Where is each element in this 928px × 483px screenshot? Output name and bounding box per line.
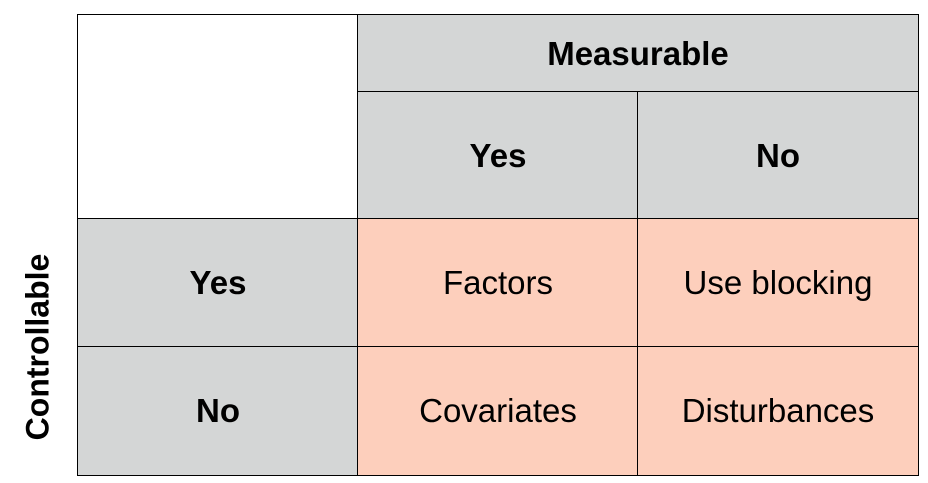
measurable-yes-header: Yes: [357, 91, 639, 220]
factors-cell: Factors: [357, 218, 639, 348]
controllable-no-header: No: [77, 346, 359, 476]
measurable-header: Measurable: [357, 14, 919, 93]
covariates-cell: Covariates: [357, 346, 639, 476]
controllable-axis-label: Controllable: [19, 253, 56, 441]
use-blocking-cell: Use blocking: [637, 218, 919, 348]
disturbances-cell: Disturbances: [637, 346, 919, 476]
empty-corner-cell: [77, 14, 359, 220]
measurable-no-header: No: [637, 91, 919, 220]
controllable-yes-header: Yes: [77, 218, 359, 348]
measurable-controllable-table: Measurable Yes No Yes Factors Use blocki…: [77, 14, 919, 476]
